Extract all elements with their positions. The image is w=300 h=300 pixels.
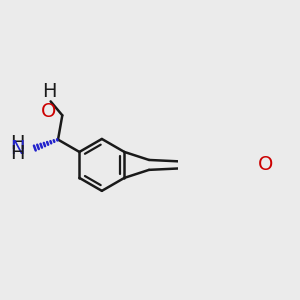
Text: H: H [10, 145, 25, 164]
Text: H: H [10, 134, 25, 153]
Text: H: H [42, 82, 56, 100]
Text: O: O [257, 155, 273, 174]
Text: O: O [41, 102, 57, 121]
Text: N: N [10, 140, 25, 158]
